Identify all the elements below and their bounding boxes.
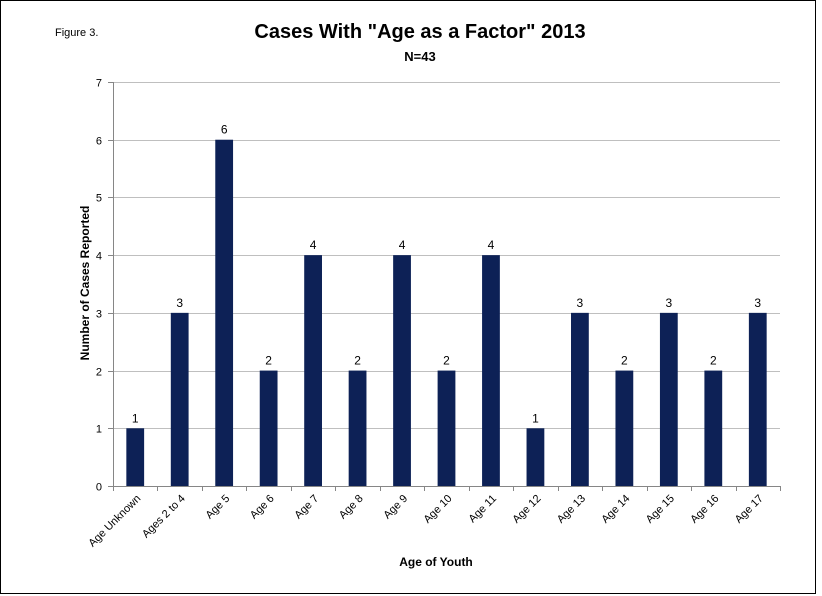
y-axis-title: Number of Cases Reported xyxy=(78,206,92,361)
data-label: 3 xyxy=(754,296,761,310)
y-tick-label: 5 xyxy=(96,193,102,205)
data-label: 3 xyxy=(665,296,672,310)
bar xyxy=(304,255,322,486)
bar xyxy=(170,312,189,486)
data-label: 1 xyxy=(532,411,539,425)
y-tick-label: 2 xyxy=(96,367,102,379)
bar xyxy=(126,428,145,486)
bar xyxy=(748,312,767,486)
data-label: 2 xyxy=(354,354,361,368)
y-tick-label: 0 xyxy=(96,482,102,494)
data-label: 3 xyxy=(577,296,584,310)
bar xyxy=(259,370,278,486)
bar xyxy=(571,312,589,486)
y-tick-label: 1 xyxy=(96,424,102,436)
bar xyxy=(659,312,678,486)
y-tick-label: 4 xyxy=(96,251,102,263)
bar xyxy=(482,255,500,486)
data-label: 1 xyxy=(132,411,139,425)
x-axis-title: Age of Youth xyxy=(399,555,473,569)
data-label: 2 xyxy=(621,354,628,368)
data-label: 6 xyxy=(221,123,228,137)
chart-subtitle: N=43 xyxy=(404,49,435,64)
data-label: 4 xyxy=(488,238,495,252)
chart-title: Cases With "Age as a Factor" 2013 xyxy=(254,21,585,43)
data-label: 4 xyxy=(399,238,406,252)
bar xyxy=(437,370,456,486)
bar xyxy=(215,139,234,486)
data-label: 4 xyxy=(310,238,317,252)
axes xyxy=(108,82,781,491)
bars xyxy=(126,139,767,486)
data-label: 2 xyxy=(710,354,717,368)
bar xyxy=(348,370,367,486)
bar xyxy=(393,255,411,486)
data-label: 3 xyxy=(176,296,183,310)
figure-label: Figure 3. xyxy=(55,27,98,39)
bar xyxy=(704,370,723,486)
y-tick-label: 6 xyxy=(96,136,102,148)
data-label: 2 xyxy=(443,354,450,368)
bar xyxy=(526,428,545,486)
y-tick-label: 3 xyxy=(96,309,102,321)
data-label: 2 xyxy=(265,354,272,368)
bar xyxy=(615,370,634,486)
y-tick-label: 7 xyxy=(96,78,102,90)
